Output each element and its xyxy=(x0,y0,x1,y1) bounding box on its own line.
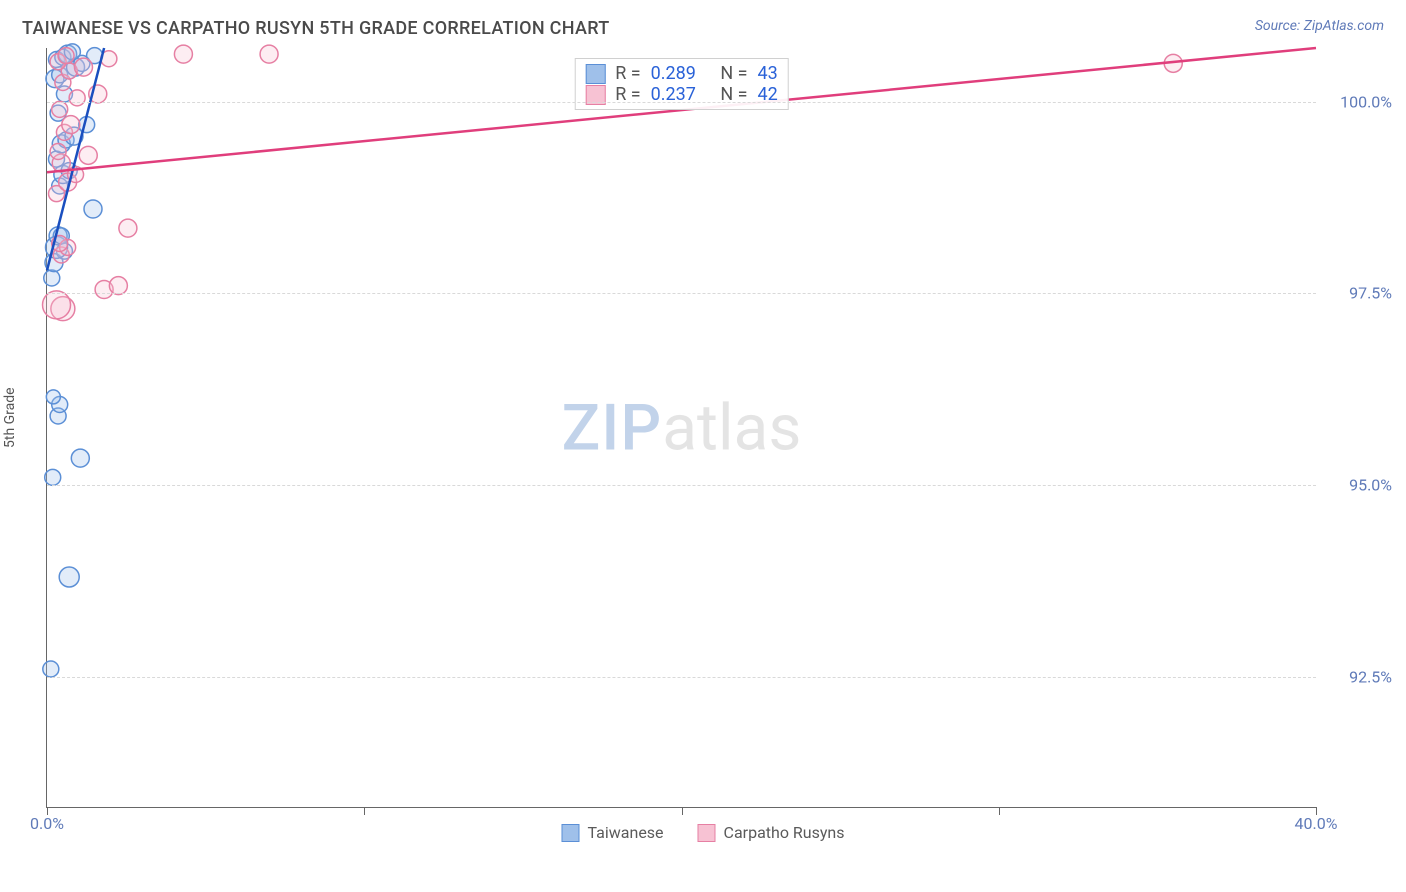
x-minor-tick xyxy=(364,807,365,815)
gridline xyxy=(47,293,1316,294)
swatch-taiwanese-icon xyxy=(561,824,579,842)
scatter-point-taiwanese xyxy=(43,661,59,677)
legend-item-carpatho: Carpatho Rusyns xyxy=(698,823,845,842)
n-value-taiwanese: 43 xyxy=(758,63,778,84)
x-minor-tick xyxy=(999,807,1000,815)
scatter-point-carpatho xyxy=(62,116,80,134)
plot-area: ZIPatlas R = 0.289 N = 43 R = 0.237 N = … xyxy=(46,48,1316,808)
legend-item-taiwanese: Taiwanese xyxy=(561,823,663,842)
stats-row-taiwanese: R = 0.289 N = 43 xyxy=(585,63,778,84)
y-tick-label: 97.5% xyxy=(1349,284,1392,303)
scatter-point-carpatho xyxy=(43,291,71,319)
chart-title: TAIWANESE VS CARPATHO RUSYN 5TH GRADE CO… xyxy=(22,18,609,39)
gridline xyxy=(47,677,1316,678)
plot-container: 5th Grade ZIPatlas R = 0.289 N = 43 R = … xyxy=(0,48,1406,848)
scatter-point-taiwanese xyxy=(84,200,102,218)
swatch-carpatho-icon xyxy=(698,824,716,842)
n-label: N = xyxy=(720,63,747,84)
scatter-point-taiwanese xyxy=(44,270,60,286)
scatter-point-taiwanese xyxy=(45,469,61,485)
chart-svg xyxy=(47,48,1316,807)
source-label: Source: ZipAtlas.com xyxy=(1255,18,1384,34)
scatter-point-carpatho xyxy=(74,58,92,76)
scatter-point-taiwanese xyxy=(46,390,60,404)
legend: Taiwanese Carpatho Rusyns xyxy=(561,823,844,842)
r-label: R = xyxy=(615,63,640,84)
y-tick-label: 95.0% xyxy=(1349,476,1392,495)
scatter-point-carpatho xyxy=(69,90,85,106)
r-value-taiwanese: 0.289 xyxy=(651,63,696,84)
scatter-point-carpatho xyxy=(119,219,137,237)
gridline xyxy=(47,485,1316,486)
scatter-point-carpatho xyxy=(109,277,127,295)
swatch-taiwanese-icon xyxy=(585,64,605,84)
scatter-point-carpatho xyxy=(52,101,68,117)
scatter-point-carpatho xyxy=(79,146,97,164)
scatter-point-taiwanese xyxy=(71,449,89,467)
legend-label-carpatho: Carpatho Rusyns xyxy=(724,823,845,842)
scatter-point-carpatho xyxy=(58,48,74,64)
scatter-point-taiwanese xyxy=(59,567,79,587)
legend-label-taiwanese: Taiwanese xyxy=(587,823,663,842)
x-minor-tick xyxy=(682,807,683,815)
x-tick-label: 0.0% xyxy=(30,814,64,833)
scatter-point-carpatho xyxy=(260,45,278,63)
scatter-point-carpatho xyxy=(50,144,66,160)
gridline xyxy=(47,102,1316,103)
y-tick-label: 100.0% xyxy=(1340,92,1392,111)
y-tick-label: 92.5% xyxy=(1349,667,1392,686)
x-tick-label: 40.0% xyxy=(1295,814,1338,833)
y-axis-label: 5th Grade xyxy=(2,387,18,448)
scatter-point-carpatho xyxy=(174,45,192,63)
